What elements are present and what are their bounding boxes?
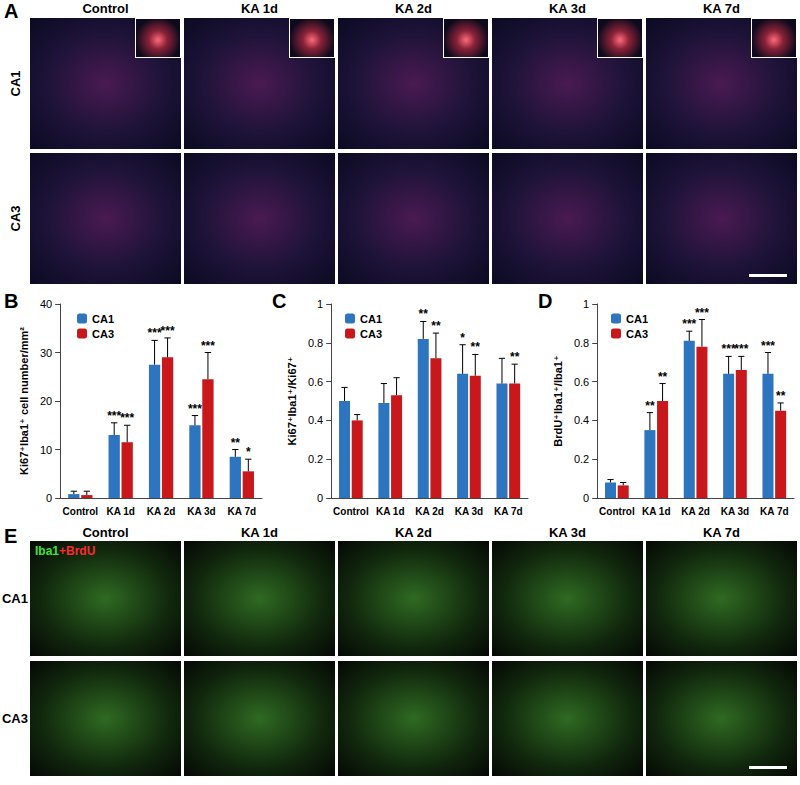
svg-text:***: *** (120, 411, 134, 425)
svg-text:KA 2d: KA 2d (681, 506, 710, 517)
html-text:A: A (4, 0, 19, 22)
svg-text:**: ** (419, 307, 429, 321)
svg-text:0.6: 0.6 (308, 376, 323, 388)
html-text:C: C (272, 290, 287, 312)
svg-text:1: 1 (583, 298, 589, 310)
svg-text:CA3: CA3 (92, 328, 114, 340)
html-text:KA 1d: KA 1d (241, 1, 278, 16)
html-text:CA1: CA1 (2, 591, 28, 606)
html-text:KA 3d: KA 3d (549, 525, 586, 540)
svg-text:0.2: 0.2 (574, 453, 589, 465)
html-text:CA3: CA3 (2, 711, 28, 726)
svg-text:***: *** (761, 339, 775, 353)
svg-text:CA1: CA1 (626, 313, 648, 325)
svg-text:1: 1 (317, 298, 323, 310)
svg-text:20: 20 (40, 395, 52, 407)
html-text:B: B (4, 290, 19, 312)
svg-text:KA 2d: KA 2d (415, 506, 444, 517)
svg-text:**: ** (471, 340, 481, 354)
svg-text:Control: Control (333, 506, 369, 517)
svg-text:BrdU⁺Iba1⁺/Iba1⁺: BrdU⁺Iba1⁺/Iba1⁺ (552, 355, 564, 447)
svg-text:*: * (460, 331, 465, 345)
svg-text:Ki67⁺Iba1⁺/Ki67⁺: Ki67⁺Iba1⁺/Ki67⁺ (286, 356, 298, 445)
svg-text:KA 2d: KA 2d (147, 506, 176, 517)
svg-text:KA 1d: KA 1d (106, 506, 135, 517)
svg-text:0.4: 0.4 (574, 414, 589, 426)
svg-text:0.2: 0.2 (308, 453, 323, 465)
svg-text:0.6: 0.6 (574, 376, 589, 388)
html-text:CA1: CA1 (7, 70, 23, 97)
html-text:Iba1 +BrdU: Iba1 +BrdU (35, 544, 96, 558)
svg-text:**: ** (510, 350, 520, 364)
svg-text:10: 10 (40, 444, 52, 456)
svg-text:CA1: CA1 (360, 313, 382, 325)
svg-text:KA 1d: KA 1d (642, 506, 671, 517)
svg-text:*: * (246, 445, 251, 459)
html-text:Control: Control (82, 525, 129, 540)
html-text:E: E (4, 525, 18, 547)
svg-text:**: ** (658, 370, 668, 384)
svg-text:KA 7d: KA 7d (760, 506, 789, 517)
svg-text:**: ** (231, 436, 241, 450)
svg-text:CA3: CA3 (626, 328, 648, 340)
html-text:D: D (538, 290, 553, 312)
svg-text:**: ** (645, 399, 655, 413)
svg-text:KA 1d: KA 1d (376, 506, 405, 517)
svg-text:0.4: 0.4 (308, 414, 323, 426)
html-text:KA 3d: KA 3d (549, 1, 586, 16)
svg-text:0: 0 (46, 492, 52, 504)
svg-text:Control: Control (599, 506, 635, 517)
svg-text:0: 0 (583, 492, 589, 504)
svg-text:**: ** (431, 319, 441, 333)
svg-text:***: *** (201, 339, 215, 353)
svg-text:0.8: 0.8 (308, 337, 323, 349)
html-text:CA3: CA3 (7, 205, 23, 232)
html-text:KA 7d: KA 7d (703, 525, 740, 540)
html-text:KA 2d: KA 2d (395, 525, 432, 540)
svg-text:KA 7d: KA 7d (228, 506, 257, 517)
svg-text:***: *** (188, 402, 202, 416)
html-text:Control: Control (82, 1, 129, 16)
svg-text:40: 40 (40, 298, 52, 310)
svg-text:KA 7d: KA 7d (494, 506, 523, 517)
svg-text:***: *** (734, 342, 748, 356)
html-text:KA 7d: KA 7d (703, 1, 740, 16)
html-text:KA 1d: KA 1d (241, 525, 278, 540)
svg-text:**: ** (776, 389, 786, 403)
svg-text:CA1: CA1 (92, 313, 114, 325)
svg-text:***: *** (695, 306, 709, 320)
svg-text:30: 30 (40, 347, 52, 359)
svg-text:0: 0 (317, 492, 323, 504)
svg-text:Ki67⁺Iba1⁺ cell number/mm²: Ki67⁺Iba1⁺ cell number/mm² (18, 327, 30, 475)
svg-text:CA3: CA3 (360, 328, 382, 340)
svg-text:***: *** (161, 324, 175, 338)
svg-text:KA 3d: KA 3d (721, 506, 750, 517)
svg-text:Control: Control (63, 506, 99, 517)
svg-text:0.8: 0.8 (574, 337, 589, 349)
svg-text:KA 3d: KA 3d (187, 506, 216, 517)
html-text:KA 2d: KA 2d (395, 1, 432, 16)
svg-text:KA 3d: KA 3d (455, 506, 484, 517)
